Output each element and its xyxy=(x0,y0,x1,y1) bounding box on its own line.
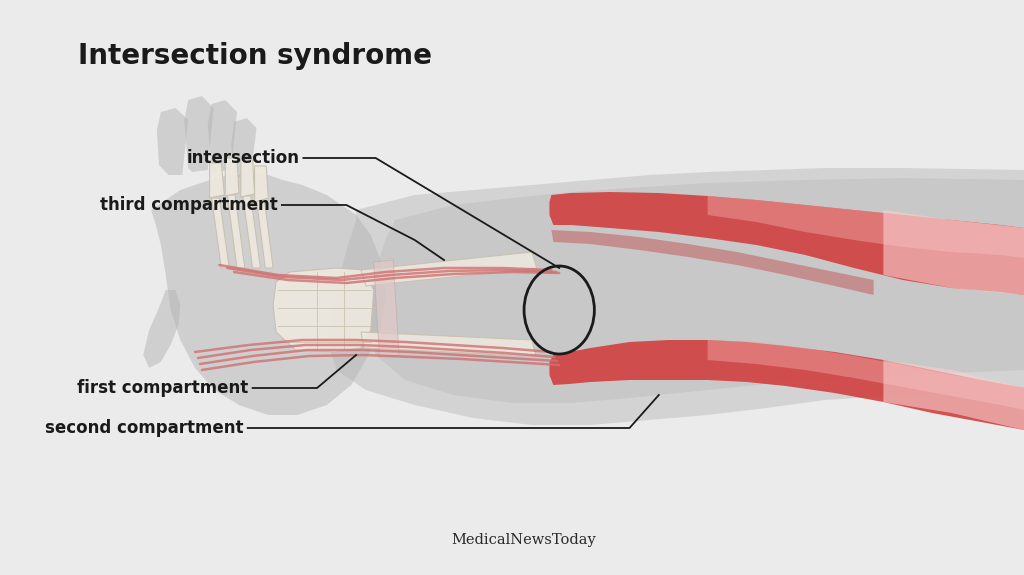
Polygon shape xyxy=(708,340,1024,410)
Polygon shape xyxy=(208,100,237,172)
Polygon shape xyxy=(884,360,1024,430)
Text: intersection: intersection xyxy=(186,149,299,167)
Polygon shape xyxy=(708,196,1024,258)
Polygon shape xyxy=(243,196,260,268)
Polygon shape xyxy=(361,332,536,356)
Polygon shape xyxy=(212,198,229,268)
Polygon shape xyxy=(152,175,385,415)
Polygon shape xyxy=(366,178,1024,403)
Polygon shape xyxy=(327,168,1024,425)
Polygon shape xyxy=(231,118,257,178)
Text: MedicalNewsToday: MedicalNewsToday xyxy=(452,533,596,547)
Polygon shape xyxy=(257,200,273,268)
Text: second compartment: second compartment xyxy=(45,419,244,437)
Polygon shape xyxy=(255,166,268,202)
Polygon shape xyxy=(227,195,245,268)
Polygon shape xyxy=(374,260,399,357)
Text: first compartment: first compartment xyxy=(78,379,249,397)
Text: third compartment: third compartment xyxy=(100,196,278,214)
Polygon shape xyxy=(551,230,873,295)
Text: Intersection syndrome: Intersection syndrome xyxy=(78,42,432,70)
Polygon shape xyxy=(143,290,180,368)
Polygon shape xyxy=(210,163,224,198)
Polygon shape xyxy=(884,210,1024,295)
Polygon shape xyxy=(157,108,188,175)
Polygon shape xyxy=(361,252,537,286)
Polygon shape xyxy=(550,340,1024,430)
Polygon shape xyxy=(184,96,214,172)
Polygon shape xyxy=(273,268,374,352)
Polygon shape xyxy=(225,158,239,196)
Polygon shape xyxy=(550,192,1024,295)
Polygon shape xyxy=(241,160,255,197)
